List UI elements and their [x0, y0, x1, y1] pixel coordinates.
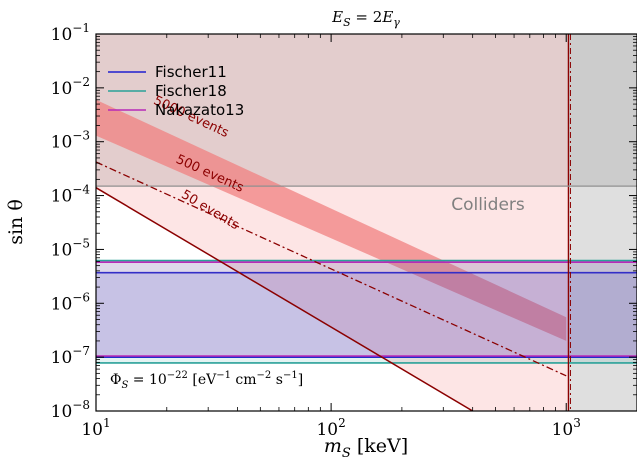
x-tick-label: 101	[81, 416, 110, 440]
line-50-events	[96, 187, 474, 411]
y-tick-label: 10−1	[51, 21, 90, 45]
excluded-region-kinematic	[568, 34, 637, 411]
band-nakazato13	[96, 262, 637, 357]
axes: 101 102 103 10−8 10−7 10−6 10−5 10−4 10−3 10−2 10−…	[51, 21, 637, 440]
x-tick-label: 102	[316, 416, 345, 440]
y-tick-label: 10−7	[51, 344, 90, 368]
x-tick-label: 103	[552, 416, 581, 440]
sensitivity-region	[96, 186, 569, 411]
plot-frame	[95, 33, 637, 412]
y-axis-label: sin θ	[5, 199, 27, 245]
band-fischer18	[96, 260, 637, 363]
flux-annotation: ΦS = 10−22 [eV−1 cm−2 s−1]	[110, 370, 303, 391]
legend-label-nakazato13: Nakazato13	[155, 101, 244, 119]
legend-label-fischer11: Fischer11	[155, 63, 227, 81]
y-tick-label: 10−4	[51, 183, 91, 207]
y-tick-label: 10−8	[51, 398, 90, 422]
plot-area	[96, 34, 637, 411]
y-tick-label: 10−5	[51, 236, 90, 260]
band-5000-events	[96, 99, 567, 341]
line-500-events	[96, 161, 567, 377]
legend-label-fischer18: Fischer18	[155, 82, 227, 100]
y-tick-label: 10−2	[51, 75, 90, 99]
y-tick-label: 10−3	[51, 129, 90, 153]
band-fischer11	[96, 272, 637, 358]
chart-title: ES = 2Eγ	[331, 8, 400, 29]
colliders-label: Colliders	[451, 195, 525, 215]
x-axis-label: mS [keV]	[324, 435, 408, 461]
y-tick-label: 10−6	[51, 290, 90, 314]
